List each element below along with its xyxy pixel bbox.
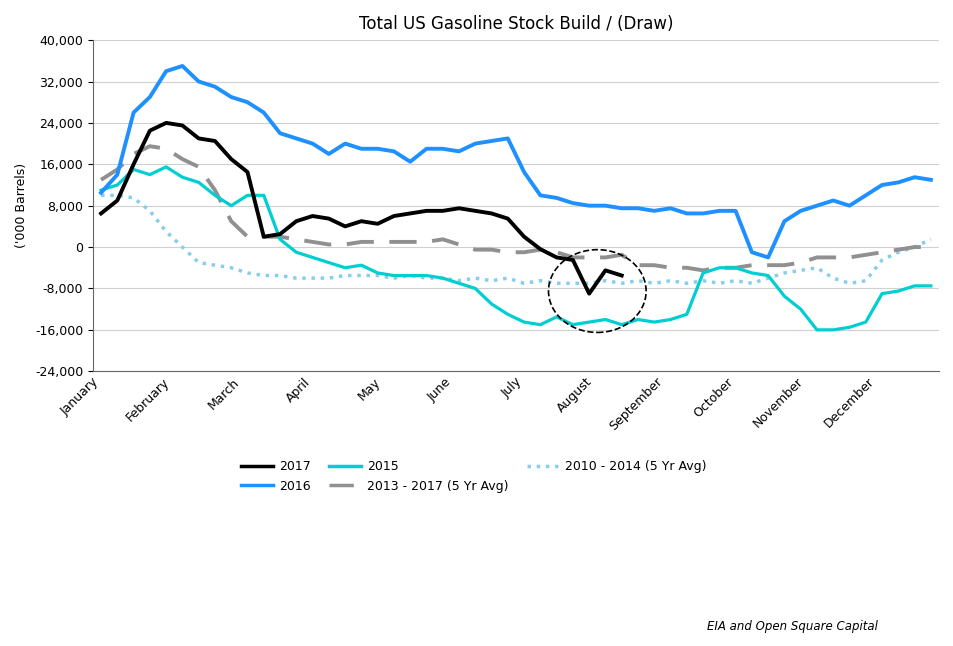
2016 — [404, 158, 416, 165]
2013 - 2017 (5 Yr Avg) — [924, 243, 936, 251]
2010 - 2014 (5 Yr Avg) — [95, 191, 107, 199]
2013 - 2017 (5 Yr Avg) — [95, 176, 107, 183]
Title: Total US Gasoline Stock Build / (Draw): Total US Gasoline Stock Build / (Draw) — [358, 15, 673, 33]
2013 - 2017 (5 Yr Avg) — [501, 248, 513, 256]
Text: EIA and Open Square Capital: EIA and Open Square Capital — [706, 620, 877, 633]
Line: 2010 - 2014 (5 Yr Avg): 2010 - 2014 (5 Yr Avg) — [101, 195, 930, 284]
2010 - 2014 (5 Yr Avg) — [616, 280, 627, 287]
2016 — [501, 134, 513, 142]
2015 — [176, 173, 188, 181]
2015 — [616, 321, 627, 329]
2016 — [160, 67, 172, 75]
2016 — [761, 253, 773, 261]
2010 - 2014 (5 Yr Avg) — [388, 275, 399, 282]
2013 - 2017 (5 Yr Avg) — [550, 248, 561, 256]
2015 — [501, 311, 513, 318]
2010 - 2014 (5 Yr Avg) — [876, 256, 887, 264]
2015 — [648, 318, 659, 326]
2015 — [550, 313, 561, 321]
2015 — [95, 186, 107, 194]
2017 — [95, 209, 107, 217]
2015 — [810, 326, 821, 334]
2015 — [404, 272, 416, 280]
2016 — [924, 176, 936, 183]
2013 - 2017 (5 Yr Avg) — [144, 142, 155, 150]
2016 — [550, 194, 561, 202]
2017 — [160, 119, 172, 127]
2016 — [95, 189, 107, 196]
Y-axis label: ('000 Barrels): ('000 Barrels) — [15, 163, 28, 248]
2017 — [485, 209, 497, 217]
2013 - 2017 (5 Yr Avg) — [404, 238, 416, 245]
Legend: 2017, 2016, 2015, 2013 - 2017 (5 Yr Avg), 2010 - 2014 (5 Yr Avg): 2017, 2016, 2015, 2013 - 2017 (5 Yr Avg)… — [241, 461, 705, 492]
2015 — [924, 282, 936, 290]
2016 — [648, 207, 659, 214]
2015 — [160, 163, 172, 171]
2017 — [599, 267, 611, 275]
2010 - 2014 (5 Yr Avg) — [485, 277, 497, 285]
Line: 2013 - 2017 (5 Yr Avg): 2013 - 2017 (5 Yr Avg) — [101, 146, 930, 271]
Line: 2015: 2015 — [101, 167, 930, 330]
Line: 2017: 2017 — [101, 123, 621, 294]
2013 - 2017 (5 Yr Avg) — [176, 155, 188, 163]
2013 - 2017 (5 Yr Avg) — [697, 267, 708, 275]
2010 - 2014 (5 Yr Avg) — [160, 227, 172, 235]
2013 - 2017 (5 Yr Avg) — [616, 251, 627, 258]
2016 — [616, 204, 627, 212]
Line: 2016: 2016 — [101, 66, 930, 257]
2010 - 2014 (5 Yr Avg) — [517, 280, 529, 287]
2010 - 2014 (5 Yr Avg) — [924, 235, 936, 243]
2016 — [176, 62, 188, 70]
2017 — [388, 212, 399, 220]
2010 - 2014 (5 Yr Avg) — [648, 280, 659, 287]
2013 - 2017 (5 Yr Avg) — [648, 261, 659, 269]
